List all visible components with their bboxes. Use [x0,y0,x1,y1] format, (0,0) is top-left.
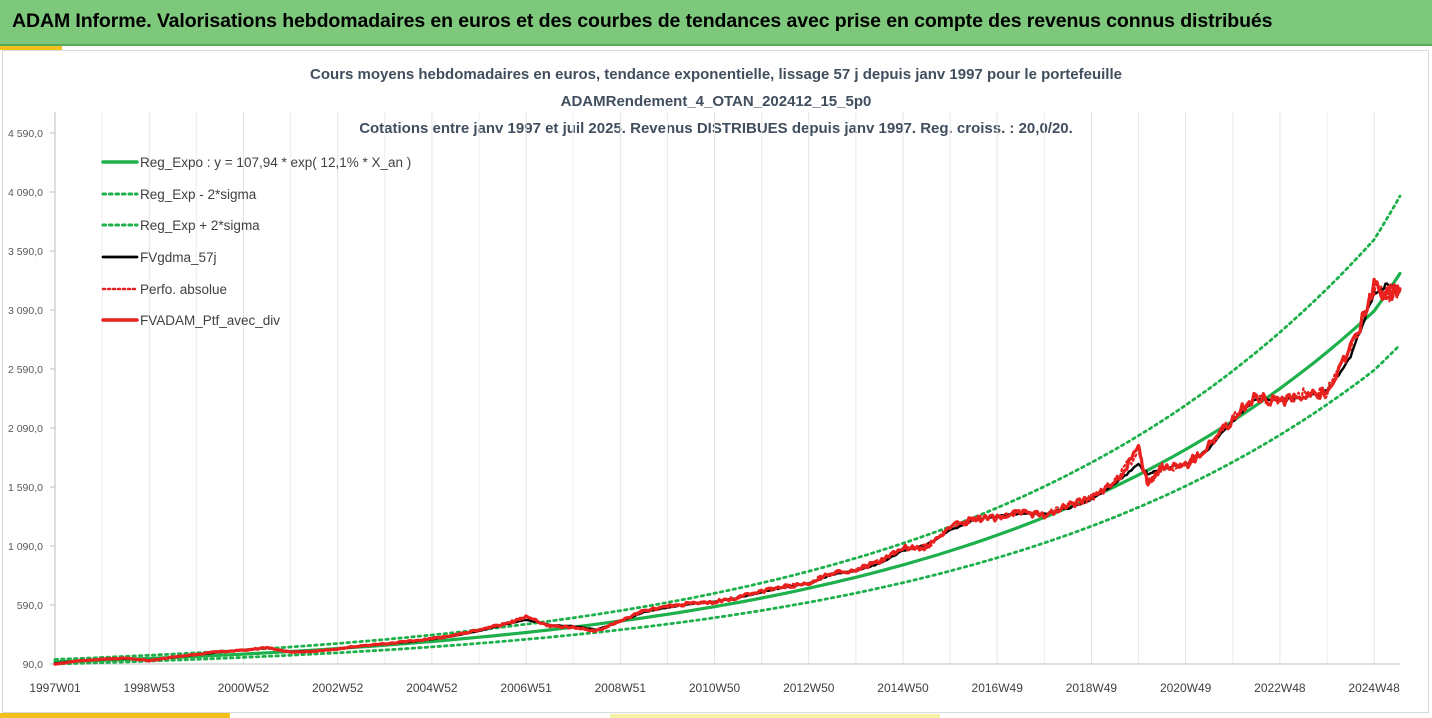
legend-item-reg-expo: Reg_Expo : y = 107,94 * exp( 12,1% * X_a… [101,155,411,170]
accent-bar-top [0,46,62,50]
accent-bar-bottom [0,713,230,718]
x-tick-label: 2010W50 [689,681,741,695]
chart-title-line-3: Cotations entre janv 1997 et juil 2025. … [359,120,1073,137]
x-tick-label: 2006W51 [500,681,552,695]
legend-label: FVgdma_57j [140,250,217,265]
y-tick-label: 2 590,0 [8,364,43,376]
fvgdma-57j-line [53,282,1402,665]
legend-label: Reg_Exp - 2*sigma [140,187,257,202]
x-tick-label: 1998W53 [124,681,176,695]
reg-exp-plus-2sigma-line [53,194,1402,661]
accent-bar-bottom-2 [610,714,940,718]
x-tick-label: 2014W50 [877,681,929,695]
y-tick-label: 590,0 [17,600,43,612]
y-tick-label: 1 590,0 [8,482,43,494]
x-tick-label: 2018W49 [1066,681,1118,695]
chart-frame [2,50,1429,713]
x-axis: 1997W01 1998W53 2000W52 2002W52 2004W52 2006W… [29,663,1400,695]
reg-exp-minus-2sigma-line [53,343,1402,666]
x-tick-label: 2002W52 [312,681,364,695]
y-axis: 90,0 590,0 1 090,0 1 590,0 2 090,0 2 590,0 3 0… [8,112,56,671]
perfo-absolue-line [53,279,1402,666]
header-banner: ADAM Informe. Valorisations hebdomadaire… [0,0,1432,46]
x-tick-label: 2008W51 [595,681,647,695]
fvadam-ptf-avec-div-line [53,277,1402,666]
x-tick-label: 2020W49 [1160,681,1212,695]
legend-item-reg-exp-minus: Reg_Exp - 2*sigma [101,187,257,202]
x-tick-label: 2000W52 [218,681,270,695]
legend-label: Reg_Exp + 2*sigma [140,218,260,233]
legend-item-fvgdma: FVgdma_57j [101,250,217,265]
x-tick-label: 2004W52 [406,681,458,695]
y-tick-label: 4 090,0 [8,187,43,199]
x-tick-label: 2012W50 [783,681,835,695]
reg-expo-line [53,271,1402,664]
legend-label: Perfo. absolue [140,282,227,297]
y-tick-label: 3 590,0 [8,246,43,258]
legend-label: Reg_Expo : y = 107,94 * exp( 12,1% * X_a… [140,155,411,170]
y-tick-label: 2 090,0 [8,423,43,435]
legend-item-perfo: Perfo. absolue [101,282,227,297]
y-tick-label: 3 090,0 [8,305,43,317]
y-tick-label: 4 590,0 [8,128,43,140]
x-tick-label: 1997W01 [29,681,81,695]
series-lines [53,194,1402,666]
chart-title-line-1: Cours moyens hebdomadaires en euros, ten… [310,66,1122,83]
legend-label: FVADAM_Ptf_avec_div [140,313,280,328]
x-tick-label: 2016W49 [972,681,1024,695]
chart-title-line-2: ADAMRendement_4_OTAN_202412_15_5p0 [560,93,872,110]
legend: Reg_Expo : y = 107,94 * exp( 12,1% * X_a… [101,155,411,328]
x-tick-label: 2024W48 [1348,681,1400,695]
x-tick-label: 2022W48 [1254,681,1306,695]
y-tick-label: 1 090,0 [8,541,43,553]
legend-item-reg-exp-plus: Reg_Exp + 2*sigma [101,218,260,233]
legend-item-fvadam: FVADAM_Ptf_avec_div [101,313,280,328]
y-tick-label: 90,0 [23,659,44,671]
page-title: ADAM Informe. Valorisations hebdomadaire… [12,10,1273,32]
